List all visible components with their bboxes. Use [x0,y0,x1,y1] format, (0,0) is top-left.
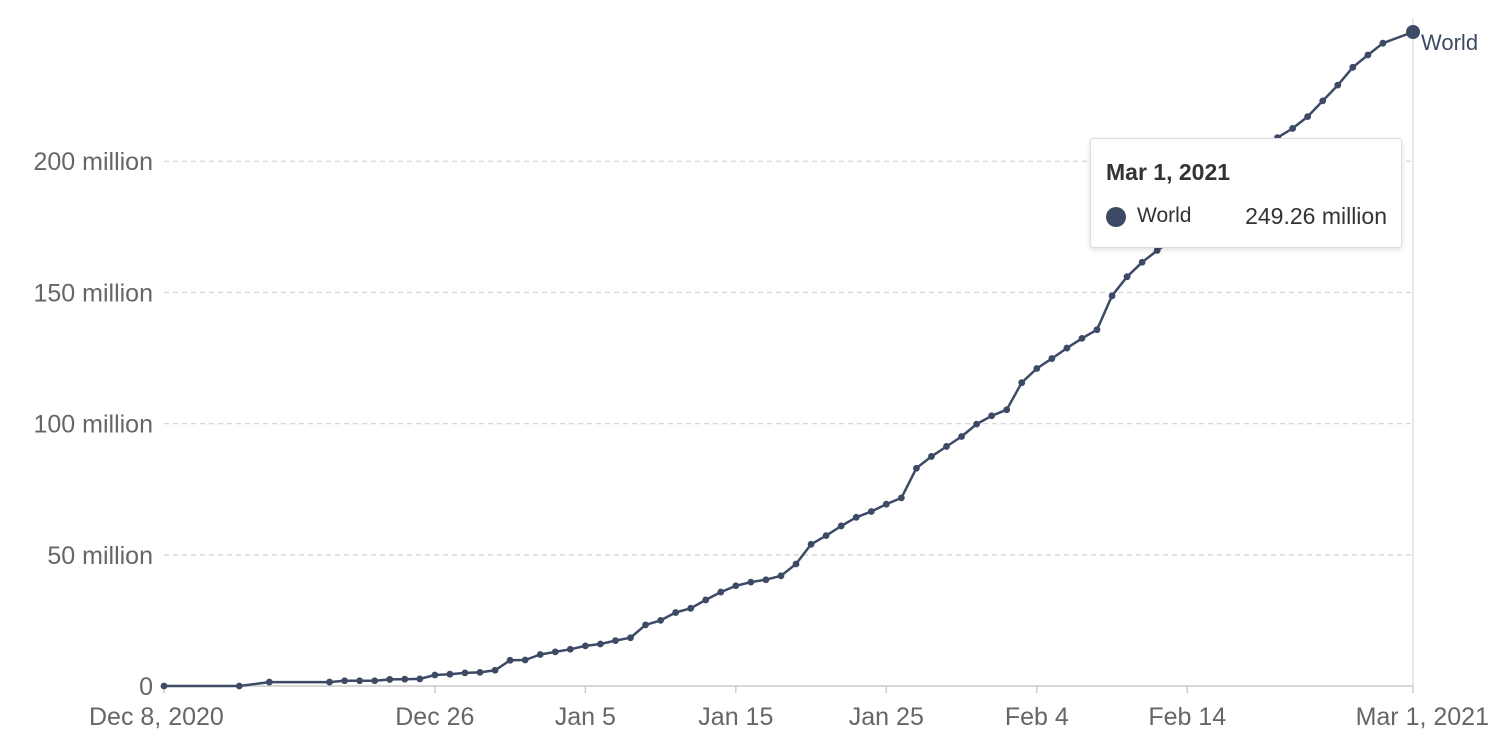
data-point [356,677,364,685]
data-point [581,642,589,650]
series-world [160,25,1420,690]
data-point [566,645,574,653]
x-tick-label: Feb 14 [1148,703,1226,731]
data-point [416,675,424,683]
data-point [988,412,996,420]
data-point [612,637,619,645]
data-point [536,651,544,658]
data-point [386,676,394,683]
tooltip-series-name: World [1137,204,1192,227]
data-point [1033,365,1041,372]
data-point [973,420,981,428]
data-point [431,671,439,679]
data-point [1108,292,1116,300]
series-end-labels: World [1421,30,1478,55]
data-point [371,677,379,685]
data-point [732,582,740,590]
data-point [235,682,243,690]
grid-lines [164,160,1413,556]
data-point [1379,39,1387,47]
data-point [627,634,634,642]
data-point [596,640,604,648]
y-tick-label: 50 million [47,542,153,570]
x-tick-label: Jan 5 [555,703,616,731]
data-point [777,572,785,580]
tooltip-date: Mar 1, 2021 [1106,159,1231,185]
tooltip-series-swatch-icon [1106,207,1126,227]
data-point [551,648,559,656]
data-point [852,513,860,521]
data-point [792,560,800,568]
series-line [164,30,1414,688]
data-point [1123,273,1131,281]
data-point [1048,355,1056,362]
tooltip-value: 249.26 million [1245,203,1387,229]
data-point [702,596,710,604]
data-point [461,669,469,677]
data-point [687,604,695,612]
data-point [1078,334,1086,342]
data-point [943,443,950,450]
x-tick-label: Mar 1, 2021 [1356,703,1489,731]
data-point [928,453,935,460]
data-point [1319,97,1327,105]
data-point [491,666,499,674]
data-point [1018,379,1026,387]
data-point [326,678,333,686]
data-point [1138,258,1146,266]
data-point [1153,247,1161,254]
axes [163,18,1414,693]
x-tick-label: Dec 26 [395,703,474,731]
data-point [341,677,348,685]
y-tick-label: 150 million [33,279,153,307]
x-tick-label: Feb 4 [1005,703,1069,731]
data-point [1003,406,1011,414]
x-axis-tick-labels: Dec 8, 2020 Dec 26 Jan 5 Jan 15 Jan 25 Feb 4 F… [89,703,1489,731]
data-point [521,656,529,664]
hover-tooltip: Mar 1, 2021 World 249.26 million [1090,138,1402,248]
data-point [642,621,649,629]
data-point [672,609,680,616]
data-point [807,540,815,548]
y-tick-label: 100 million [33,411,153,439]
data-point [160,682,168,690]
data-point [401,675,409,683]
data-point [837,522,845,530]
data-point [762,576,770,584]
data-point [897,494,905,502]
data-point [1364,51,1372,59]
data-point [913,464,920,472]
data-point [717,588,725,596]
data-point [657,617,664,624]
x-tick-label: Jan 25 [849,703,924,731]
data-point [1304,113,1312,121]
data-point [1093,326,1101,334]
y-axis-tick-labels: 0 50 million 100 million 150 million 200 mil… [33,148,153,701]
data-point [1289,125,1297,132]
y-tick-label: 0 [139,673,153,701]
data-point [867,508,875,515]
data-point [506,656,514,664]
data-point [1063,344,1071,352]
data-point [265,678,273,686]
data-point [882,500,890,508]
data-point [1334,81,1342,89]
data-point [476,668,484,676]
data-point [1349,63,1357,71]
data-point [822,532,830,540]
data-point [446,670,454,678]
y-tick-label: 200 million [33,148,153,176]
data-point [747,578,755,586]
x-tick-label: Jan 15 [698,703,773,731]
hovered-data-point [1406,25,1420,39]
x-tick-label: Dec 8, 2020 [89,703,224,731]
tooltip-row: World 249.26 million [1106,203,1387,233]
series-end-label: World [1421,30,1478,55]
data-point [958,433,965,440]
